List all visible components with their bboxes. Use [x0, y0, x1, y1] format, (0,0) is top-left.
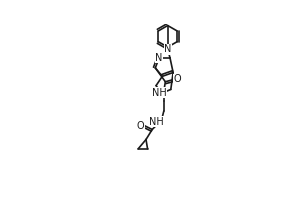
Text: N: N — [155, 53, 163, 63]
Text: O: O — [174, 74, 182, 84]
Text: N: N — [164, 44, 171, 54]
Text: NH: NH — [152, 88, 167, 98]
Text: NH: NH — [149, 117, 164, 127]
Text: O: O — [137, 121, 144, 131]
